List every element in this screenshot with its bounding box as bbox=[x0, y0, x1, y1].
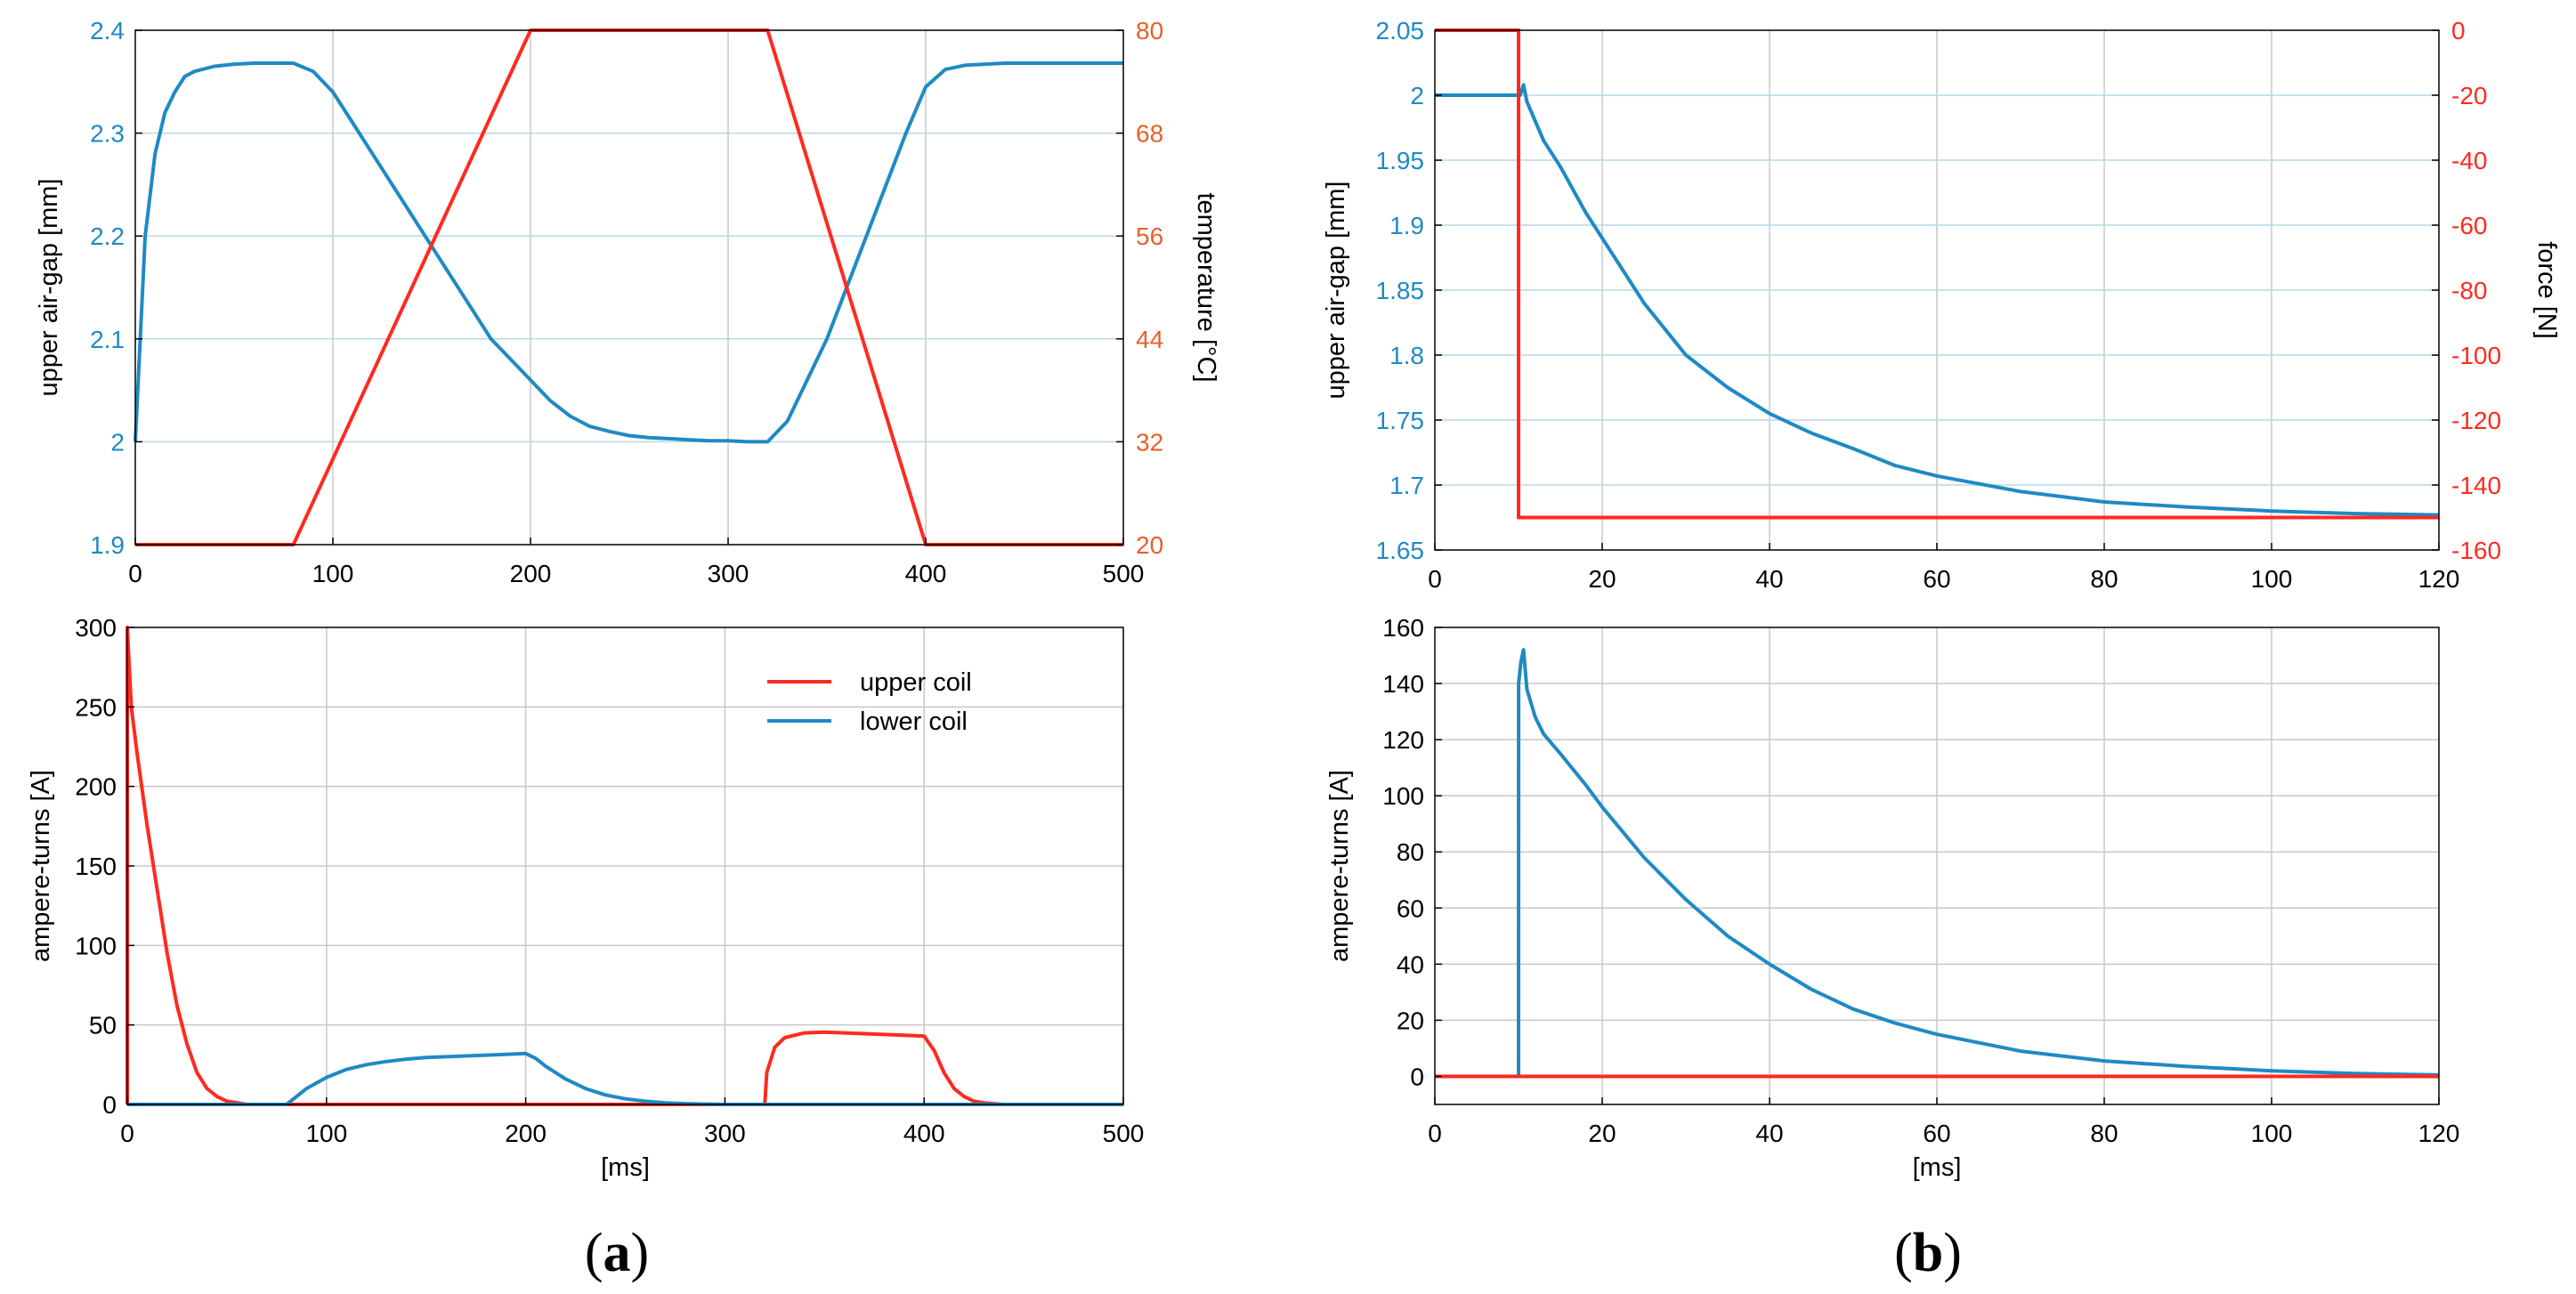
x-tick-label: 100 bbox=[305, 1120, 347, 1147]
x-tick-label: 0 bbox=[128, 560, 142, 587]
x-tick-label: 0 bbox=[120, 1120, 134, 1147]
y2-tick-label: -60 bbox=[2451, 212, 2487, 239]
y-axis-label: upper air-gap [mm] bbox=[35, 179, 63, 397]
y2-tick-label: -40 bbox=[2451, 147, 2487, 174]
y-axis-label: ampere-turns [A] bbox=[27, 770, 55, 962]
x-tick-label: 80 bbox=[2090, 565, 2118, 593]
x-tick-label: 300 bbox=[704, 1120, 746, 1147]
y-axis-label: ampere-turns [A] bbox=[1325, 770, 1354, 962]
x-tick-label: 200 bbox=[510, 560, 552, 587]
x-tick-label: 500 bbox=[1103, 1120, 1145, 1147]
series-line-lower-coil bbox=[127, 1051, 1123, 1106]
y2-axis-label: temperature [°C] bbox=[1192, 192, 1220, 382]
x-tick-label: 120 bbox=[2418, 1120, 2460, 1147]
y-tick-label: 250 bbox=[75, 693, 117, 721]
chart-a-bottom-ampere-turns: 0 100 200 300 400 500 0 50 100 150 200 250 300 ampere… bbox=[27, 614, 1144, 1182]
y-tick-label: 2.1 bbox=[90, 326, 125, 353]
y-tick-label: 2 bbox=[110, 428, 125, 456]
y2-axis-label: force [N] bbox=[2532, 241, 2561, 339]
series-line-upper-air-gap bbox=[134, 61, 1123, 444]
legend-label-upper-coil: upper coil bbox=[860, 668, 972, 697]
y2-tick-label: 0 bbox=[2451, 17, 2466, 44]
x-tick-label: 400 bbox=[903, 1120, 945, 1147]
series-line-upper-air-gap bbox=[1435, 83, 2440, 517]
y2-tick-label: -160 bbox=[2451, 537, 2501, 564]
y2-tick-label: -120 bbox=[2451, 407, 2501, 434]
y-tick-label: 1.9 bbox=[1389, 212, 1424, 239]
y-tick-label: 2.4 bbox=[90, 17, 125, 44]
y-tick-label: 2.3 bbox=[90, 120, 125, 148]
chart-b-bottom-ampere-turns: 0 20 40 60 80 100 120 0 20 40 60 80 100 120 140 160 ampe… bbox=[1325, 614, 2459, 1182]
x-tick-label: 0 bbox=[1428, 565, 1442, 593]
y2-tick-label: -80 bbox=[2451, 277, 2487, 304]
x-tick-label: 40 bbox=[1755, 565, 1783, 593]
y2-tick-label: 44 bbox=[1136, 326, 1163, 353]
y-tick-label: 80 bbox=[1397, 838, 1424, 866]
y-tick-label: 40 bbox=[1397, 950, 1424, 978]
y-tick-label: 0 bbox=[1410, 1063, 1424, 1090]
x-tick-label: 100 bbox=[2251, 565, 2293, 593]
y2-tick-label: 32 bbox=[1136, 428, 1163, 456]
panel-label-b: (b) bbox=[1894, 1223, 1962, 1283]
y2-tick-label: 20 bbox=[1136, 531, 1163, 559]
x-tick-label: 60 bbox=[1923, 565, 1950, 593]
y-tick-label: 1.95 bbox=[1376, 147, 1425, 174]
y-tick-label: 160 bbox=[1382, 614, 1424, 642]
y-tick-label: 1.8 bbox=[1389, 342, 1424, 369]
x-tick-label: 80 bbox=[2090, 1120, 2118, 1147]
x-tick-label: 500 bbox=[1103, 560, 1145, 587]
y-tick-label: 120 bbox=[1382, 726, 1424, 754]
y-tick-label: 1.9 bbox=[90, 531, 125, 559]
x-axis-label: [ms] bbox=[601, 1153, 650, 1182]
y-axis-label: upper air-gap [mm] bbox=[1322, 182, 1350, 400]
y2-tick-label: -100 bbox=[2451, 342, 2501, 369]
x-tick-label: 60 bbox=[1923, 1120, 1950, 1147]
legend: upper coil lower coil bbox=[767, 668, 972, 736]
y-tick-label: 140 bbox=[1382, 670, 1424, 698]
y-tick-label: 100 bbox=[75, 932, 117, 959]
y-tick-label: 1.65 bbox=[1376, 537, 1425, 564]
y-tick-label: 20 bbox=[1397, 1007, 1424, 1034]
x-tick-label: 200 bbox=[505, 1120, 547, 1147]
y-tick-label: 1.85 bbox=[1376, 277, 1425, 304]
y-tick-label: 2 bbox=[1410, 82, 1424, 109]
y-tick-label: 2.2 bbox=[90, 222, 125, 250]
y-tick-label: 1.75 bbox=[1376, 407, 1425, 434]
x-tick-label: 20 bbox=[1588, 1120, 1616, 1147]
x-axis-label: [ms] bbox=[1913, 1153, 1962, 1182]
x-tick-label: 120 bbox=[2418, 565, 2460, 593]
x-tick-label: 40 bbox=[1755, 1120, 1783, 1147]
series-line-lower-coil bbox=[1435, 648, 2440, 1079]
panel-label-a: (a) bbox=[585, 1223, 649, 1283]
x-tick-label: 300 bbox=[708, 560, 749, 587]
x-tick-label: 20 bbox=[1588, 565, 1616, 593]
y-tick-label: 2.05 bbox=[1376, 17, 1425, 44]
y-tick-label: 300 bbox=[75, 614, 117, 642]
y2-tick-label: -20 bbox=[2451, 82, 2487, 109]
plot-frame bbox=[134, 29, 1124, 546]
y-tick-label: 1.7 bbox=[1389, 472, 1424, 499]
x-tick-label: 400 bbox=[905, 560, 947, 587]
y2-tick-label: 56 bbox=[1136, 222, 1163, 250]
y-tick-label: 0 bbox=[102, 1091, 117, 1119]
y-tick-label: 50 bbox=[89, 1012, 117, 1039]
y2-tick-label: 80 bbox=[1136, 17, 1163, 44]
y-tick-label: 200 bbox=[75, 773, 117, 801]
y2-tick-label: -140 bbox=[2451, 472, 2501, 499]
y-tick-label: 100 bbox=[1382, 782, 1424, 810]
legend-label-lower-coil: lower coil bbox=[860, 708, 968, 736]
chart-a-top-airgap-temperature: 0 100 200 300 400 500 1.9 2 2.1 2.2 2.3 2.4 20 32 44 56… bbox=[35, 17, 1220, 587]
series-line-upper-coil bbox=[126, 626, 1123, 1106]
x-tick-label: 0 bbox=[1428, 1120, 1442, 1147]
chart-b-top-airgap-force: 0 20 40 60 80 100 1201.651.71.751.81.851.91.95… bbox=[1322, 17, 2561, 593]
y-tick-label: 150 bbox=[75, 853, 117, 880]
y2-tick-label: 68 bbox=[1136, 120, 1163, 148]
x-tick-label: 100 bbox=[312, 560, 354, 587]
x-tick-label: 100 bbox=[2251, 1120, 2293, 1147]
y-tick-label: 60 bbox=[1397, 894, 1424, 922]
